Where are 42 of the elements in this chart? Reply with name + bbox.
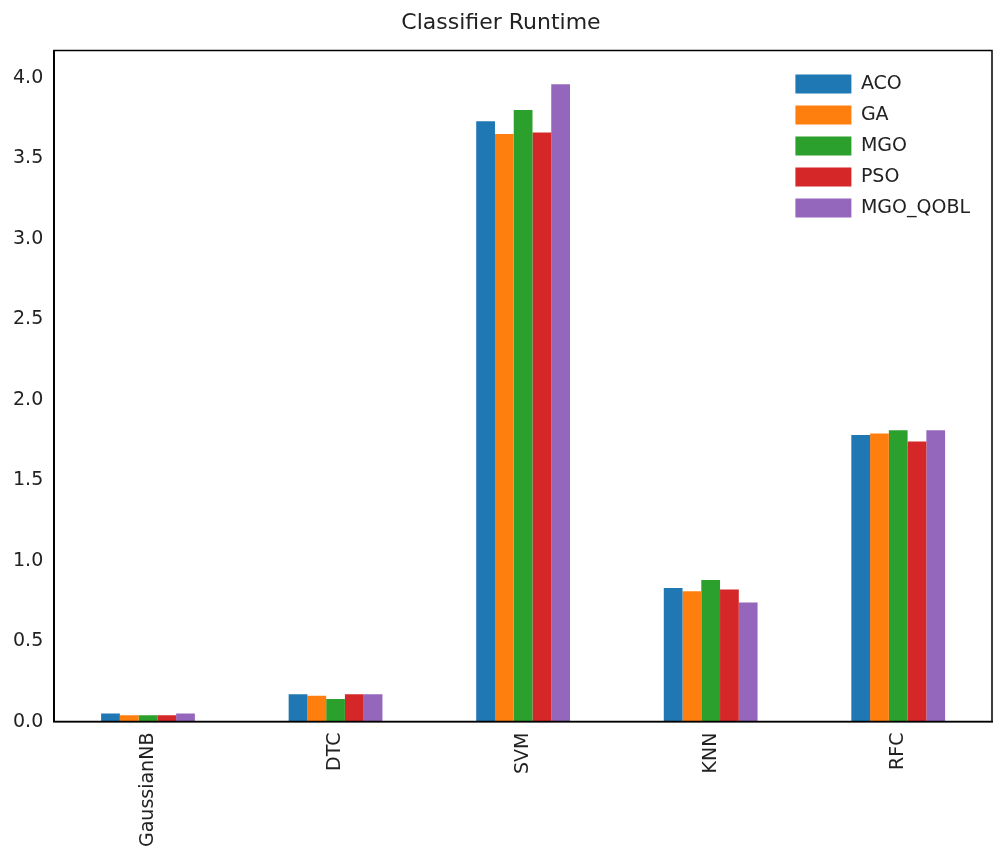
bar [926, 430, 946, 722]
bar [888, 430, 908, 722]
bar [738, 602, 758, 722]
bar [288, 694, 308, 722]
legend-label: ACO [860, 70, 902, 93]
legend-label: GA [860, 101, 889, 124]
bar [494, 134, 514, 722]
bar [513, 109, 533, 722]
bar [119, 715, 139, 722]
bar [663, 587, 683, 722]
bar [870, 433, 889, 722]
bar [532, 132, 552, 722]
bar [851, 435, 871, 722]
bar [307, 695, 327, 722]
y-tick-label: 3.5 [13, 145, 44, 168]
x-tick-label: KNN [697, 732, 720, 774]
bar [551, 84, 570, 722]
y-tick-label: 0.5 [13, 628, 44, 651]
bar [701, 579, 721, 722]
y-tick-label: 1.5 [13, 467, 44, 490]
x-tick-label: DTC [322, 732, 345, 771]
x-tick-label: RFC [885, 732, 908, 770]
bar [344, 694, 364, 722]
bar [682, 591, 702, 722]
x-tick-label: SVM [510, 732, 533, 775]
bar [363, 694, 383, 722]
x-tick-label: GaussianNB [134, 732, 157, 847]
legend-label: MGO_QOBL [860, 194, 971, 218]
bar [326, 699, 345, 722]
y-tick-label: 4.0 [13, 64, 44, 87]
bar [907, 441, 927, 722]
bar [720, 589, 739, 722]
y-tick-label: 0.0 [13, 708, 44, 731]
bar [476, 121, 495, 722]
y-tick-label: 2.5 [13, 306, 44, 329]
y-tick-label: 1.0 [13, 547, 44, 570]
bar [157, 715, 177, 722]
y-tick-label: 2.0 [13, 386, 44, 409]
y-tick-label: 3.0 [13, 225, 44, 248]
chart-title: Classifier Runtime [401, 8, 601, 34]
legend-label: MGO [860, 132, 907, 155]
legend-label: PSO [860, 163, 900, 186]
